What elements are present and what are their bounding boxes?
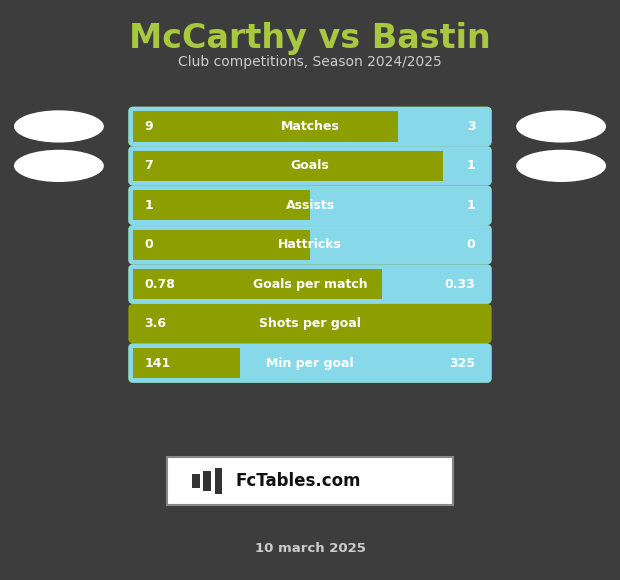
Text: 0: 0: [467, 238, 476, 251]
FancyBboxPatch shape: [133, 269, 382, 299]
FancyBboxPatch shape: [133, 151, 443, 181]
Text: 7: 7: [144, 160, 153, 172]
Text: 3: 3: [467, 120, 476, 133]
Text: 0: 0: [144, 238, 153, 251]
FancyBboxPatch shape: [133, 348, 240, 378]
FancyBboxPatch shape: [133, 111, 399, 142]
FancyBboxPatch shape: [167, 457, 453, 505]
Text: 141: 141: [144, 357, 170, 369]
Ellipse shape: [14, 110, 104, 143]
FancyBboxPatch shape: [128, 107, 492, 146]
FancyBboxPatch shape: [133, 190, 310, 220]
Ellipse shape: [516, 110, 606, 143]
Text: Goals per match: Goals per match: [253, 278, 367, 291]
Text: 0.78: 0.78: [144, 278, 175, 291]
FancyBboxPatch shape: [128, 146, 492, 186]
Text: McCarthy vs Bastin: McCarthy vs Bastin: [129, 22, 491, 55]
Text: 1: 1: [467, 160, 476, 172]
Text: 1: 1: [144, 199, 153, 212]
FancyBboxPatch shape: [128, 343, 492, 383]
Text: Goals: Goals: [291, 160, 329, 172]
FancyBboxPatch shape: [203, 471, 211, 491]
Text: 1: 1: [467, 199, 476, 212]
Text: 9: 9: [144, 120, 153, 133]
FancyBboxPatch shape: [128, 186, 492, 225]
FancyBboxPatch shape: [128, 343, 492, 383]
FancyBboxPatch shape: [128, 304, 492, 343]
Ellipse shape: [14, 150, 104, 182]
Ellipse shape: [516, 150, 606, 182]
Text: Min per goal: Min per goal: [266, 357, 354, 369]
Text: 325: 325: [450, 357, 476, 369]
FancyBboxPatch shape: [128, 225, 492, 264]
Text: FcTables.com: FcTables.com: [236, 472, 361, 490]
Text: Shots per goal: Shots per goal: [259, 317, 361, 330]
FancyBboxPatch shape: [128, 186, 492, 225]
Text: Assists: Assists: [285, 199, 335, 212]
FancyBboxPatch shape: [128, 264, 492, 304]
FancyBboxPatch shape: [128, 225, 492, 264]
FancyBboxPatch shape: [192, 473, 200, 488]
FancyBboxPatch shape: [128, 107, 492, 146]
Text: Matches: Matches: [281, 120, 339, 133]
FancyBboxPatch shape: [215, 467, 222, 494]
Text: 10 march 2025: 10 march 2025: [255, 542, 365, 554]
Text: Club competitions, Season 2024/2025: Club competitions, Season 2024/2025: [178, 55, 442, 69]
Text: 3.6: 3.6: [144, 317, 166, 330]
FancyBboxPatch shape: [133, 230, 310, 260]
Text: Hattricks: Hattricks: [278, 238, 342, 251]
FancyBboxPatch shape: [128, 264, 492, 304]
Text: 0.33: 0.33: [445, 278, 476, 291]
FancyBboxPatch shape: [128, 146, 492, 186]
